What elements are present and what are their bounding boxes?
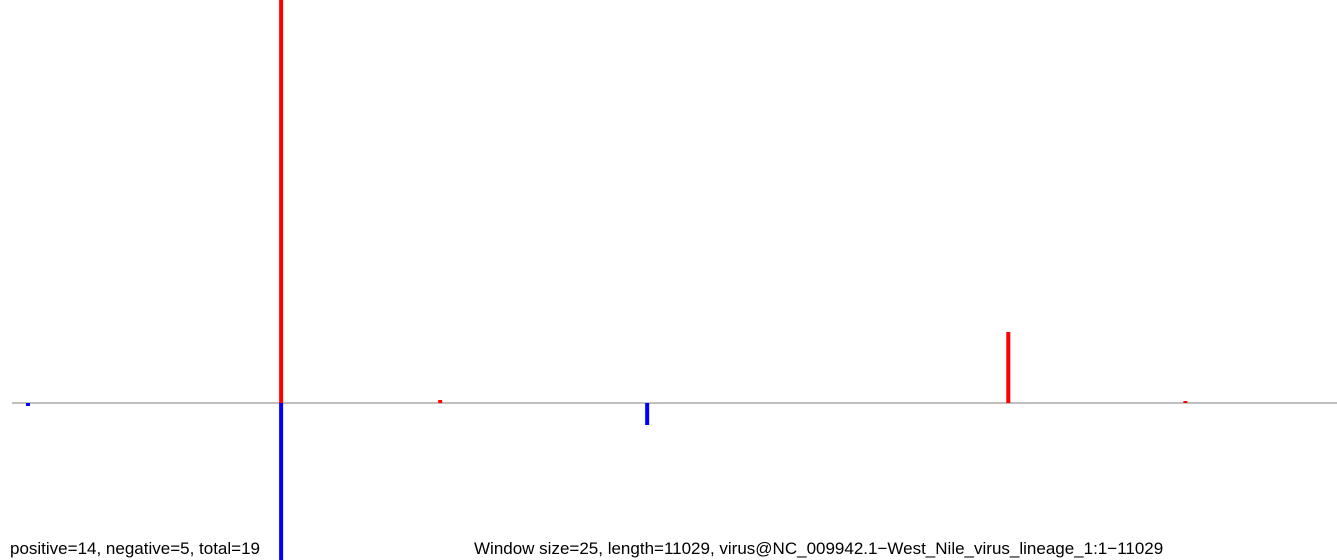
bar	[25, 403, 30, 406]
footer-left: positive=14, negative=5, total=19	[10, 539, 260, 558]
bar	[279, 403, 284, 560]
bar	[1183, 401, 1188, 403]
bar	[438, 400, 443, 403]
footer-right: Window size=25, length=11029, virus@NC_0…	[474, 539, 1163, 558]
plot-area	[12, 0, 1337, 560]
bar	[645, 403, 650, 425]
bar	[1006, 332, 1011, 403]
bar	[279, 0, 284, 403]
